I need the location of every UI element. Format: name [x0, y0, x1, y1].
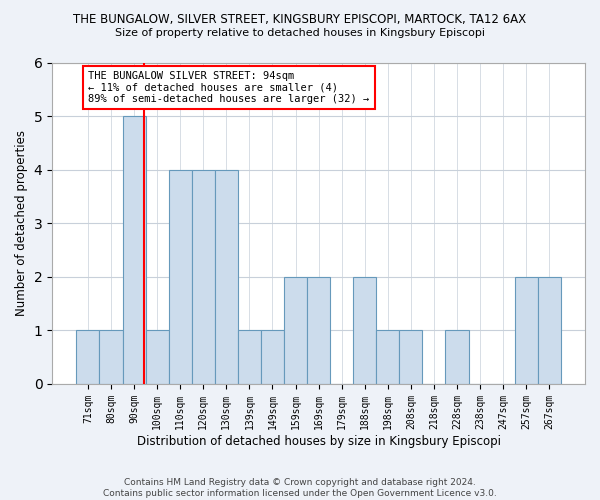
Bar	[122, 116, 146, 384]
Bar	[146, 330, 169, 384]
Bar	[353, 277, 376, 384]
Bar	[192, 170, 215, 384]
Bar	[100, 330, 122, 384]
Bar	[169, 170, 192, 384]
Bar	[76, 330, 100, 384]
Bar	[238, 330, 261, 384]
Bar	[400, 330, 422, 384]
Bar	[284, 277, 307, 384]
Bar	[376, 330, 400, 384]
Bar	[307, 277, 330, 384]
Bar	[445, 330, 469, 384]
X-axis label: Distribution of detached houses by size in Kingsbury Episcopi: Distribution of detached houses by size …	[137, 434, 500, 448]
Bar	[538, 277, 561, 384]
Y-axis label: Number of detached properties: Number of detached properties	[15, 130, 28, 316]
Text: Contains HM Land Registry data © Crown copyright and database right 2024.
Contai: Contains HM Land Registry data © Crown c…	[103, 478, 497, 498]
Bar	[215, 170, 238, 384]
Bar	[515, 277, 538, 384]
Text: THE BUNGALOW SILVER STREET: 94sqm
← 11% of detached houses are smaller (4)
89% o: THE BUNGALOW SILVER STREET: 94sqm ← 11% …	[88, 71, 370, 104]
Bar	[261, 330, 284, 384]
Text: THE BUNGALOW, SILVER STREET, KINGSBURY EPISCOPI, MARTOCK, TA12 6AX: THE BUNGALOW, SILVER STREET, KINGSBURY E…	[73, 12, 527, 26]
Text: Size of property relative to detached houses in Kingsbury Episcopi: Size of property relative to detached ho…	[115, 28, 485, 38]
